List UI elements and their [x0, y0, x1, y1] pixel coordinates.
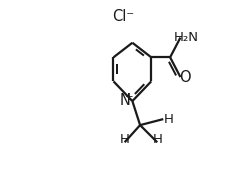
Text: H: H	[152, 133, 162, 146]
Text: H: H	[120, 133, 130, 146]
Text: +: +	[125, 92, 133, 102]
Text: N: N	[119, 93, 130, 108]
Text: Cl⁻: Cl⁻	[112, 10, 134, 25]
Text: H₂N: H₂N	[174, 31, 199, 44]
Text: H: H	[164, 113, 174, 126]
Text: O: O	[179, 70, 191, 85]
